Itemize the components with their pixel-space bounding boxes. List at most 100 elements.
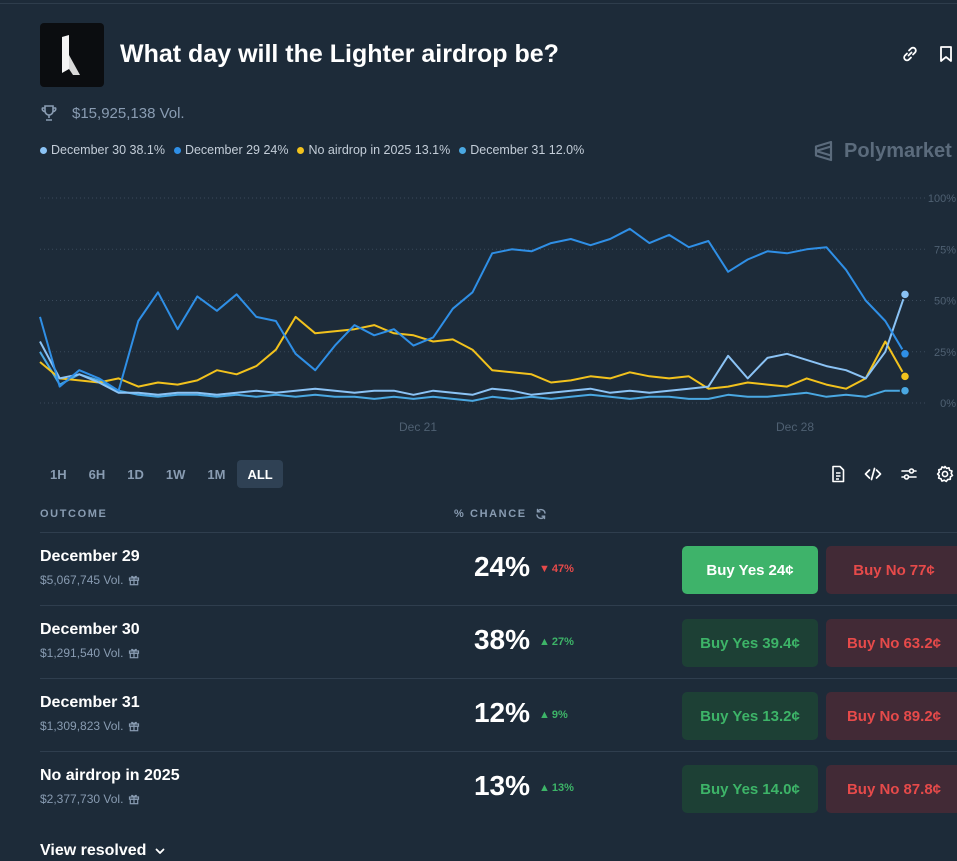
buy-no-label: Buy No xyxy=(846,780,900,798)
timeframe-1w[interactable]: 1W xyxy=(165,466,186,482)
buy-no-label: Buy No xyxy=(846,634,900,652)
buy-no-label: Buy No xyxy=(853,561,906,579)
legend-item-december-31: December 31 12.0% xyxy=(459,143,584,157)
series-end-point xyxy=(899,348,911,360)
row-divider xyxy=(40,751,957,752)
legend-item-december-30: December 30 38.1% xyxy=(40,143,165,157)
up-triangle-icon: ▲ xyxy=(539,636,550,648)
legend-label: December 30 38.1% xyxy=(51,143,165,157)
timeframe-all[interactable]: ALL xyxy=(237,460,283,488)
up-triangle-icon: ▲ xyxy=(539,709,550,721)
legend-item-no-airdrop: No airdrop in 2025 13.1% xyxy=(297,143,450,157)
outcome-column-header: OUTCOME xyxy=(40,508,108,520)
outcome-volume: $1,291,540 Vol. xyxy=(40,646,140,660)
series-end-point xyxy=(899,385,911,396)
chevron-down-icon xyxy=(156,848,165,854)
series-line-december-31 xyxy=(39,351,905,402)
buy-yes-button[interactable]: Buy Yes 14.0¢ xyxy=(682,765,818,813)
table-row[interactable]: December 29 $5,067,745 Vol. 24% ▼ 47% Bu… xyxy=(0,533,957,605)
embed-code-icon[interactable] xyxy=(863,464,883,484)
buy-no-button[interactable]: Buy No 87.8¢ xyxy=(826,765,957,813)
settings-gear-icon[interactable] xyxy=(935,464,955,484)
series-end-point xyxy=(899,371,911,382)
market-logo xyxy=(40,23,104,87)
row-divider xyxy=(40,678,957,679)
buy-yes-label: Buy Yes xyxy=(700,634,759,652)
row-divider xyxy=(40,605,957,606)
y-tick-label: 75% xyxy=(934,244,956,256)
y-tick-label: 100% xyxy=(928,193,956,205)
buy-yes-button[interactable]: Buy Yes 24¢ xyxy=(682,546,818,594)
sliders-icon[interactable] xyxy=(899,464,919,484)
chance-change: ▼ 47% xyxy=(539,563,574,575)
buy-yes-label: Buy Yes xyxy=(700,780,759,798)
buy-no-button[interactable]: Buy No 63.2¢ xyxy=(826,619,957,667)
y-tick-label: 25% xyxy=(934,347,956,359)
timeframe-1h[interactable]: 1H xyxy=(50,466,67,482)
buy-no-button[interactable]: Buy No 89.2¢ xyxy=(826,692,957,740)
legend-label: December 29 24% xyxy=(184,143,289,157)
buy-no-button[interactable]: Buy No 77¢ xyxy=(826,546,957,594)
gift-icon[interactable] xyxy=(128,647,140,659)
outcome-chance: 24% xyxy=(473,551,530,582)
buy-yes-button[interactable]: Buy Yes 13.2¢ xyxy=(682,692,818,740)
outcome-name: December 31 xyxy=(40,694,140,711)
table-row[interactable]: No airdrop in 2025 $2,377,730 Vol. 13% ▲… xyxy=(0,752,957,824)
buy-yes-price: 14.0¢ xyxy=(762,780,800,798)
outcome-volume: $5,067,745 Vol. xyxy=(40,573,140,587)
gift-icon[interactable] xyxy=(128,574,140,586)
chance-change-value: 27% xyxy=(551,636,574,648)
chance-change-value: 13% xyxy=(551,782,574,794)
y-tick-label: 50% xyxy=(934,296,956,308)
total-volume: $15,925,138 Vol. xyxy=(72,104,185,122)
timeframe-1m[interactable]: 1M xyxy=(207,466,226,482)
legend-label: December 31 12.0% xyxy=(470,143,585,157)
gift-icon[interactable] xyxy=(128,793,140,805)
row-divider xyxy=(40,532,957,533)
chance-column-header: % CHANCE xyxy=(454,508,547,520)
chart-legend: December 30 38.1% December 29 24% No air… xyxy=(40,143,584,157)
legend-item-december-29: December 29 24% xyxy=(173,143,289,157)
timeframe-6h[interactable]: 6H xyxy=(88,466,106,482)
gift-icon[interactable] xyxy=(128,720,140,732)
table-row[interactable]: December 30 $1,291,540 Vol. 38% ▲ 27% Bu… xyxy=(0,606,957,678)
refresh-icon[interactable] xyxy=(535,508,547,520)
volume-row: $15,925,138 Vol. xyxy=(40,103,185,123)
timeframe-selector: 1H 6H 1D 1W 1M ALL xyxy=(40,460,283,488)
outcome-chance: 13% xyxy=(473,770,530,801)
view-resolved-link[interactable]: View resolved xyxy=(40,842,166,860)
outcome-name: December 30 xyxy=(40,621,140,638)
buy-yes-button[interactable]: Buy Yes 39.4¢ xyxy=(682,619,818,667)
outcome-volume-text: $2,377,730 Vol. xyxy=(40,792,124,806)
outcome-volume: $1,309,823 Vol. xyxy=(40,719,140,733)
buy-yes-price: 24¢ xyxy=(768,561,794,579)
timeframe-1d[interactable]: 1D xyxy=(127,466,144,482)
outcome-chance: 12% xyxy=(473,697,530,728)
buy-yes-label: Buy Yes xyxy=(700,707,759,725)
outcome-volume-text: $1,291,540 Vol. xyxy=(40,646,124,660)
outcome-chance: 38% xyxy=(473,624,530,655)
buy-yes-price: 39.4¢ xyxy=(762,634,800,652)
page-title: What day will the Lighter airdrop be? xyxy=(120,40,559,68)
buy-no-price: 87.8¢ xyxy=(903,780,942,798)
polymarket-watermark: Polymarket xyxy=(812,139,952,163)
table-row[interactable]: December 31 $1,309,823 Vol. 12% ▲ 9% Buy… xyxy=(0,679,957,751)
buy-no-price: 63.2¢ xyxy=(903,634,942,652)
series-line-december-30 xyxy=(39,293,906,396)
copy-link-icon[interactable] xyxy=(900,44,920,64)
outcome-name: No airdrop in 2025 xyxy=(40,767,180,784)
series-line-december-29 xyxy=(39,227,906,392)
chance-change: ▲ 27% xyxy=(539,636,574,648)
buy-yes-price: 13.2¢ xyxy=(762,707,800,725)
down-triangle-icon: ▼ xyxy=(539,563,550,575)
polymarket-logo-icon xyxy=(814,140,833,162)
legend-dot xyxy=(173,146,181,154)
legend-dot xyxy=(40,146,47,154)
x-tick-label: Dec 28 xyxy=(776,420,814,434)
price-chart[interactable]: 100% 75% 50% 25% 0% Dec 21 Dec 28 xyxy=(0,185,957,440)
bookmark-icon[interactable] xyxy=(936,44,956,64)
legend-dot xyxy=(297,146,305,154)
outcome-volume-text: $5,067,745 Vol. xyxy=(40,573,124,587)
document-icon[interactable] xyxy=(828,464,848,484)
trophy-icon xyxy=(41,105,57,121)
